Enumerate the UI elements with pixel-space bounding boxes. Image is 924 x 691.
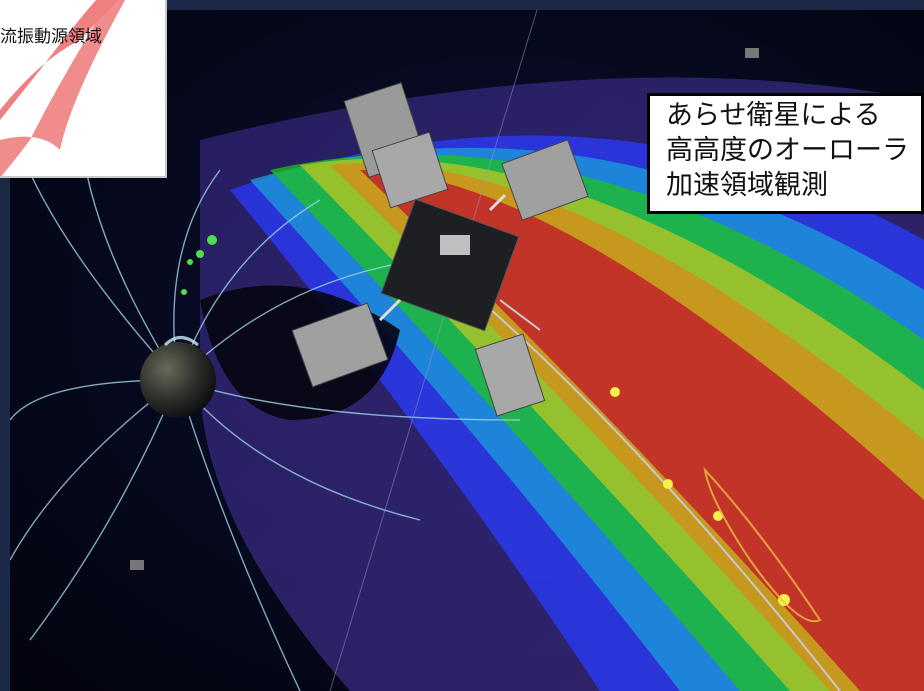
frame-left bbox=[0, 0, 10, 691]
earth-icon bbox=[140, 342, 216, 418]
left-callout: 流振動源領域 bbox=[0, 0, 167, 178]
distant-satellite-top bbox=[745, 48, 759, 58]
distant-satellite-left bbox=[130, 560, 144, 570]
frame-top bbox=[0, 0, 924, 10]
green-particles bbox=[181, 235, 217, 295]
aurora-glow bbox=[163, 336, 199, 347]
orbit-path bbox=[479, 299, 841, 691]
acceleration-contour bbox=[703, 466, 822, 623]
orbit-path-secondary bbox=[329, 0, 541, 691]
right-callout: あらせ衛星による 高高度のオーローラ 加速領域観測 bbox=[647, 93, 924, 214]
callout-title-line-2: 高高度のオーローラ bbox=[666, 135, 909, 166]
satellite-icon bbox=[291, 82, 589, 417]
particle-markers bbox=[610, 387, 790, 606]
callout-accent-shape bbox=[0, 0, 125, 176]
callout-left-label: 流振動源領域 bbox=[0, 27, 102, 47]
callout-title-line-1: あらせ衛星による bbox=[666, 100, 881, 131]
callout-title-line-3: 加速領域観測 bbox=[666, 170, 828, 201]
